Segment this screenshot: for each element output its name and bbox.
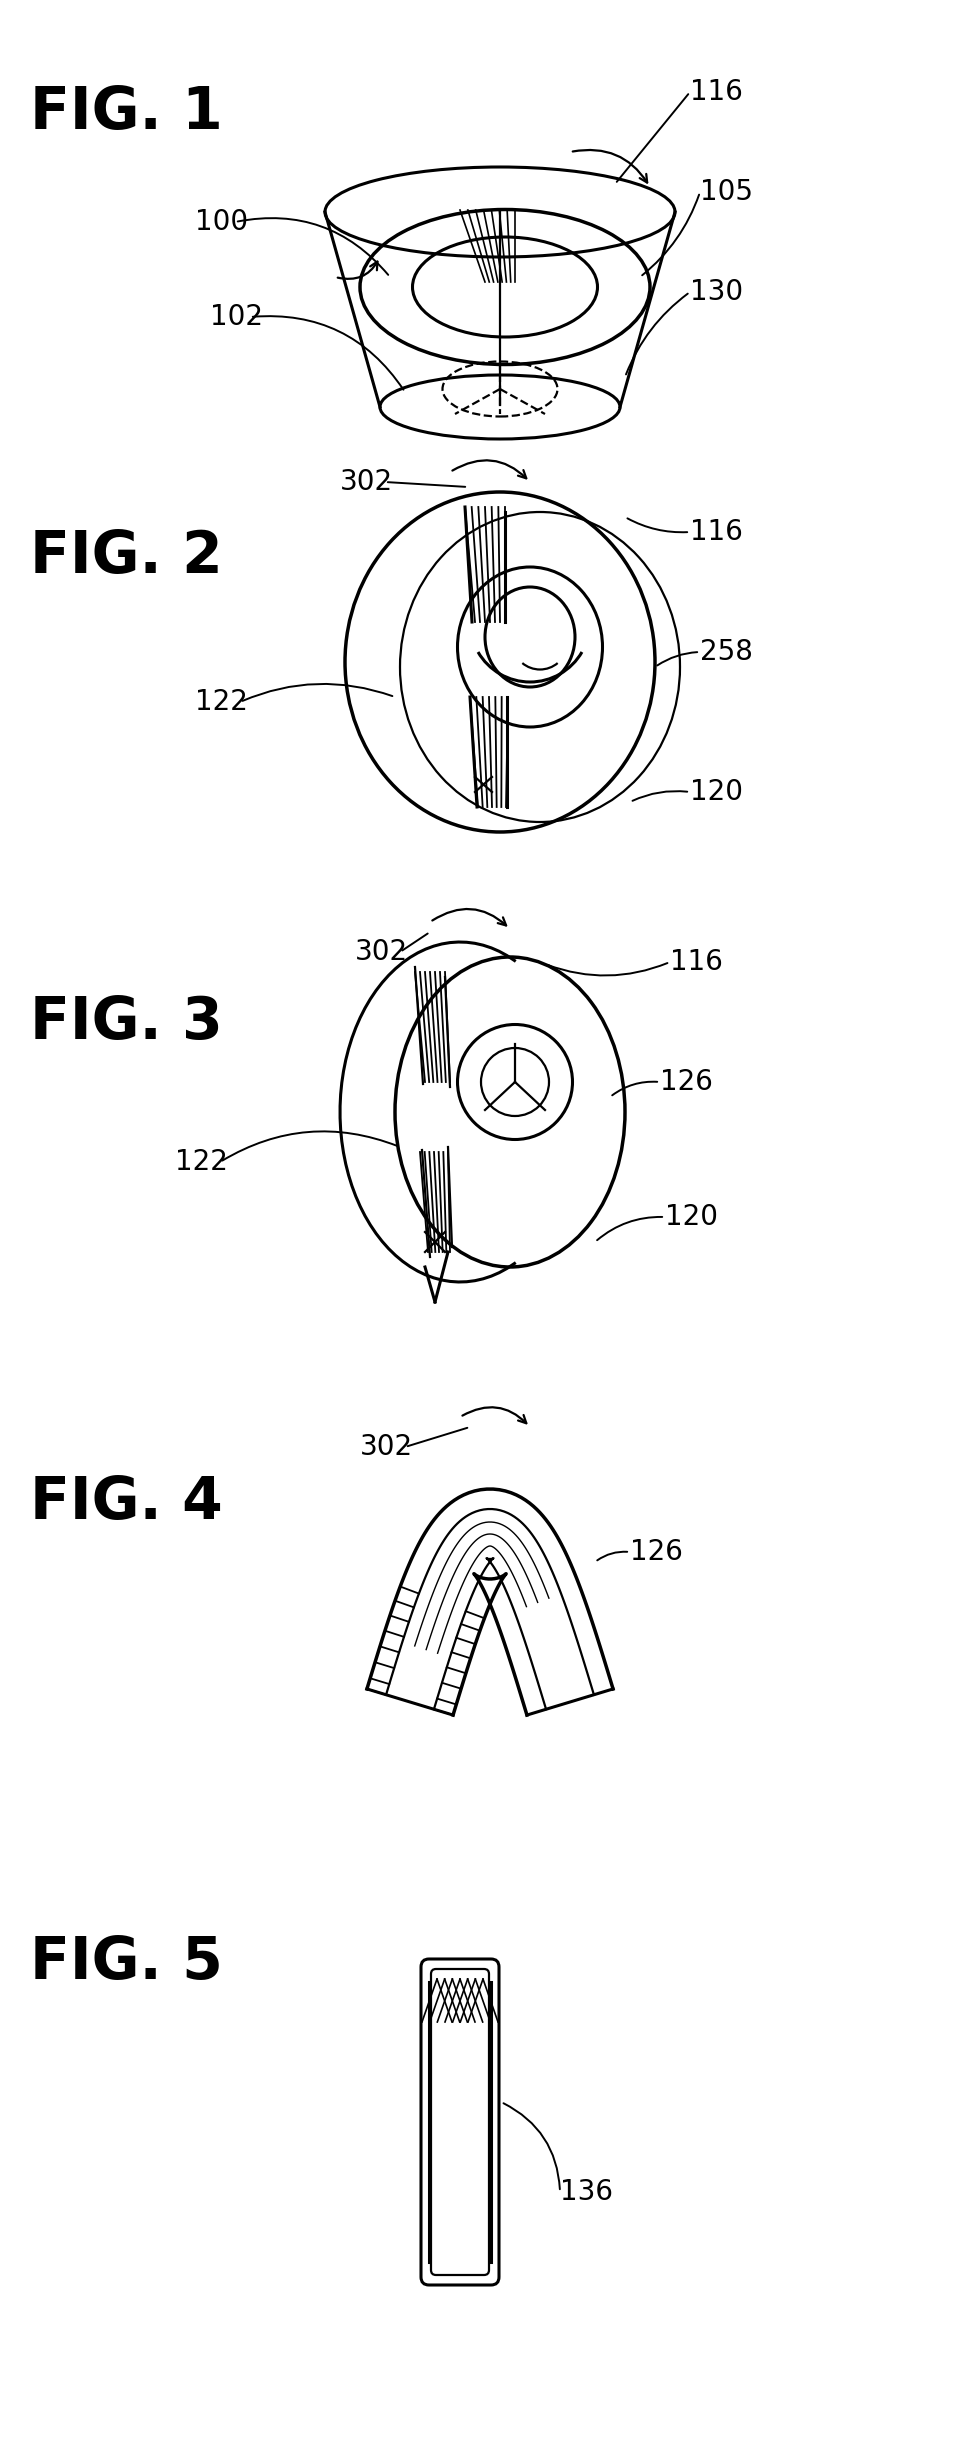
Text: 120: 120 [665, 1204, 718, 1231]
Text: FIG. 5: FIG. 5 [30, 1935, 222, 1991]
Text: 116: 116 [690, 517, 743, 547]
Text: 105: 105 [700, 179, 753, 206]
Text: FIG. 4: FIG. 4 [30, 1474, 222, 1530]
FancyArrowPatch shape [433, 910, 506, 924]
Text: 126: 126 [630, 1537, 683, 1567]
Text: 120: 120 [690, 777, 743, 807]
Text: 136: 136 [560, 2177, 613, 2207]
Text: 102: 102 [210, 304, 263, 331]
Text: 116: 116 [690, 78, 743, 105]
FancyArrowPatch shape [462, 1407, 526, 1422]
FancyArrowPatch shape [338, 262, 378, 280]
FancyArrowPatch shape [573, 150, 647, 181]
Text: 100: 100 [195, 208, 248, 235]
Text: 122: 122 [195, 689, 247, 716]
Text: 302: 302 [360, 1432, 413, 1461]
Text: 302: 302 [355, 939, 409, 966]
Text: 126: 126 [660, 1069, 713, 1096]
Text: 258: 258 [700, 638, 753, 667]
Text: FIG. 1: FIG. 1 [30, 83, 222, 140]
Text: 122: 122 [175, 1148, 228, 1177]
Text: 302: 302 [340, 468, 393, 495]
Text: 116: 116 [670, 949, 723, 976]
Text: 130: 130 [690, 277, 743, 306]
Text: FIG. 2: FIG. 2 [30, 530, 222, 586]
FancyArrowPatch shape [453, 461, 526, 478]
Text: FIG. 3: FIG. 3 [30, 993, 222, 1049]
